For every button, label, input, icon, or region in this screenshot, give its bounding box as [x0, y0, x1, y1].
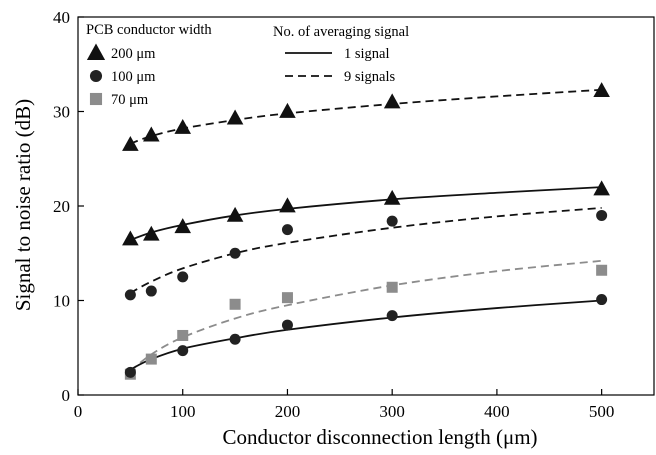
- circle-data-point: [177, 345, 189, 357]
- triangle-data-point: [226, 109, 244, 125]
- circle-data-point: [281, 224, 293, 236]
- circle-data-point: [596, 294, 608, 306]
- x-tick-label: 500: [589, 402, 615, 421]
- y-tick-label: 40: [53, 8, 70, 27]
- circle-data-point: [386, 215, 398, 227]
- x-tick-label: 400: [484, 402, 510, 421]
- legend: PCB conductor width No. of averaging sig…: [86, 22, 409, 108]
- triangle-data-point: [122, 135, 139, 151]
- x-tick-label: 100: [170, 402, 196, 421]
- x-tick-label: 200: [275, 402, 301, 421]
- fit-curve: [129, 299, 602, 371]
- triangle-data-point: [174, 118, 192, 134]
- legend-circle-marker: [89, 69, 103, 83]
- fit-curve: [129, 259, 602, 373]
- triangle-data-point: [226, 206, 244, 222]
- legend-label-100um: 100 μm: [111, 69, 156, 85]
- x-tick-label: 0: [74, 402, 83, 421]
- legend-triangle-marker: [86, 43, 106, 60]
- legend-label-1-signal: 1 signal: [344, 46, 390, 62]
- legend-averaging-title: No. of averaging signal: [273, 24, 409, 40]
- triangle-data-point: [174, 218, 192, 234]
- x-tick-label: 300: [379, 402, 405, 421]
- y-tick-label: 0: [62, 386, 71, 405]
- circle-data-point: [596, 209, 608, 221]
- axes: 0 100 200 300 400 500 0 10 20 30 40: [53, 8, 655, 421]
- square-data-point: [145, 353, 157, 365]
- legend-square-marker: [89, 92, 103, 106]
- triangle-data-point: [383, 93, 401, 109]
- triangle-data-point: [279, 197, 296, 213]
- circle-data-point: [229, 333, 241, 345]
- circle-data-point: [124, 366, 136, 378]
- square-data-point: [386, 281, 398, 293]
- fit-curve: [130, 186, 602, 241]
- legend-label-200um: 200 μm: [111, 46, 156, 62]
- data-markers: [122, 82, 610, 380]
- triangle-data-point: [383, 189, 401, 205]
- square-data-point: [177, 329, 189, 341]
- y-tick-label: 20: [53, 197, 70, 216]
- fit-curves: [129, 88, 602, 373]
- fit-curve: [129, 206, 602, 294]
- y-axis-title: Signal to noise ratio (dB): [11, 99, 35, 311]
- x-axis-title: Conductor disconnection length (μm): [222, 425, 537, 449]
- circle-data-point: [281, 319, 293, 331]
- triangle-data-point: [279, 102, 296, 118]
- circle-data-point: [124, 289, 136, 301]
- y-tick-label: 30: [53, 103, 70, 122]
- triangle-data-point: [122, 230, 139, 246]
- circle-data-point: [145, 285, 157, 297]
- square-data-point: [281, 292, 293, 304]
- legend-width-title: PCB conductor width: [86, 22, 212, 38]
- square-data-point: [596, 264, 608, 276]
- legend-label-70um: 70 μm: [111, 92, 149, 108]
- triangle-data-point: [593, 180, 610, 196]
- triangle-data-point: [143, 225, 160, 241]
- circle-data-point: [177, 271, 189, 283]
- y-tick-label: 10: [53, 292, 70, 311]
- circle-data-point: [386, 310, 398, 322]
- circle-data-point: [229, 247, 241, 259]
- triangle-data-point: [593, 82, 610, 98]
- square-data-point: [229, 298, 241, 310]
- triangle-data-point: [143, 126, 160, 142]
- fit-curve: [130, 88, 602, 145]
- legend-label-9-signals: 9 signals: [344, 69, 396, 85]
